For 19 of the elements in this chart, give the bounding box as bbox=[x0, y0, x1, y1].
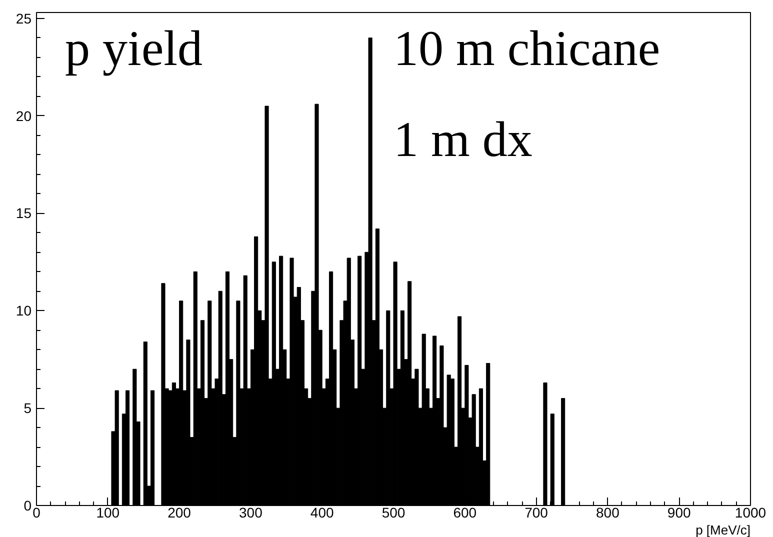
x-tick-label: 900 bbox=[667, 504, 691, 520]
y-tick-label: 15 bbox=[16, 205, 32, 222]
x-tick-label: 100 bbox=[96, 504, 120, 520]
y-tick-label: 20 bbox=[16, 108, 32, 124]
annotation: p yield bbox=[65, 20, 203, 76]
x-tick-label: 300 bbox=[239, 504, 263, 520]
y-tick-label: 5 bbox=[24, 400, 32, 416]
x-tick-label: 800 bbox=[596, 504, 620, 520]
annotation: 1 m dx bbox=[394, 111, 532, 168]
y-tick-label: 25 bbox=[16, 10, 32, 26]
y-tick-label: 10 bbox=[16, 302, 32, 319]
x-tick-label: 700 bbox=[524, 504, 548, 520]
x-tick-label: 400 bbox=[310, 504, 334, 520]
x-tick-label: 600 bbox=[453, 504, 477, 520]
x-tick-label: 500 bbox=[382, 504, 406, 520]
x-axis-title: p [MeV/c] bbox=[696, 522, 751, 537]
annotation: 10 m chicane bbox=[394, 20, 660, 76]
x-tick-label: 1000 bbox=[734, 504, 766, 520]
x-tick-label: 200 bbox=[168, 504, 192, 520]
